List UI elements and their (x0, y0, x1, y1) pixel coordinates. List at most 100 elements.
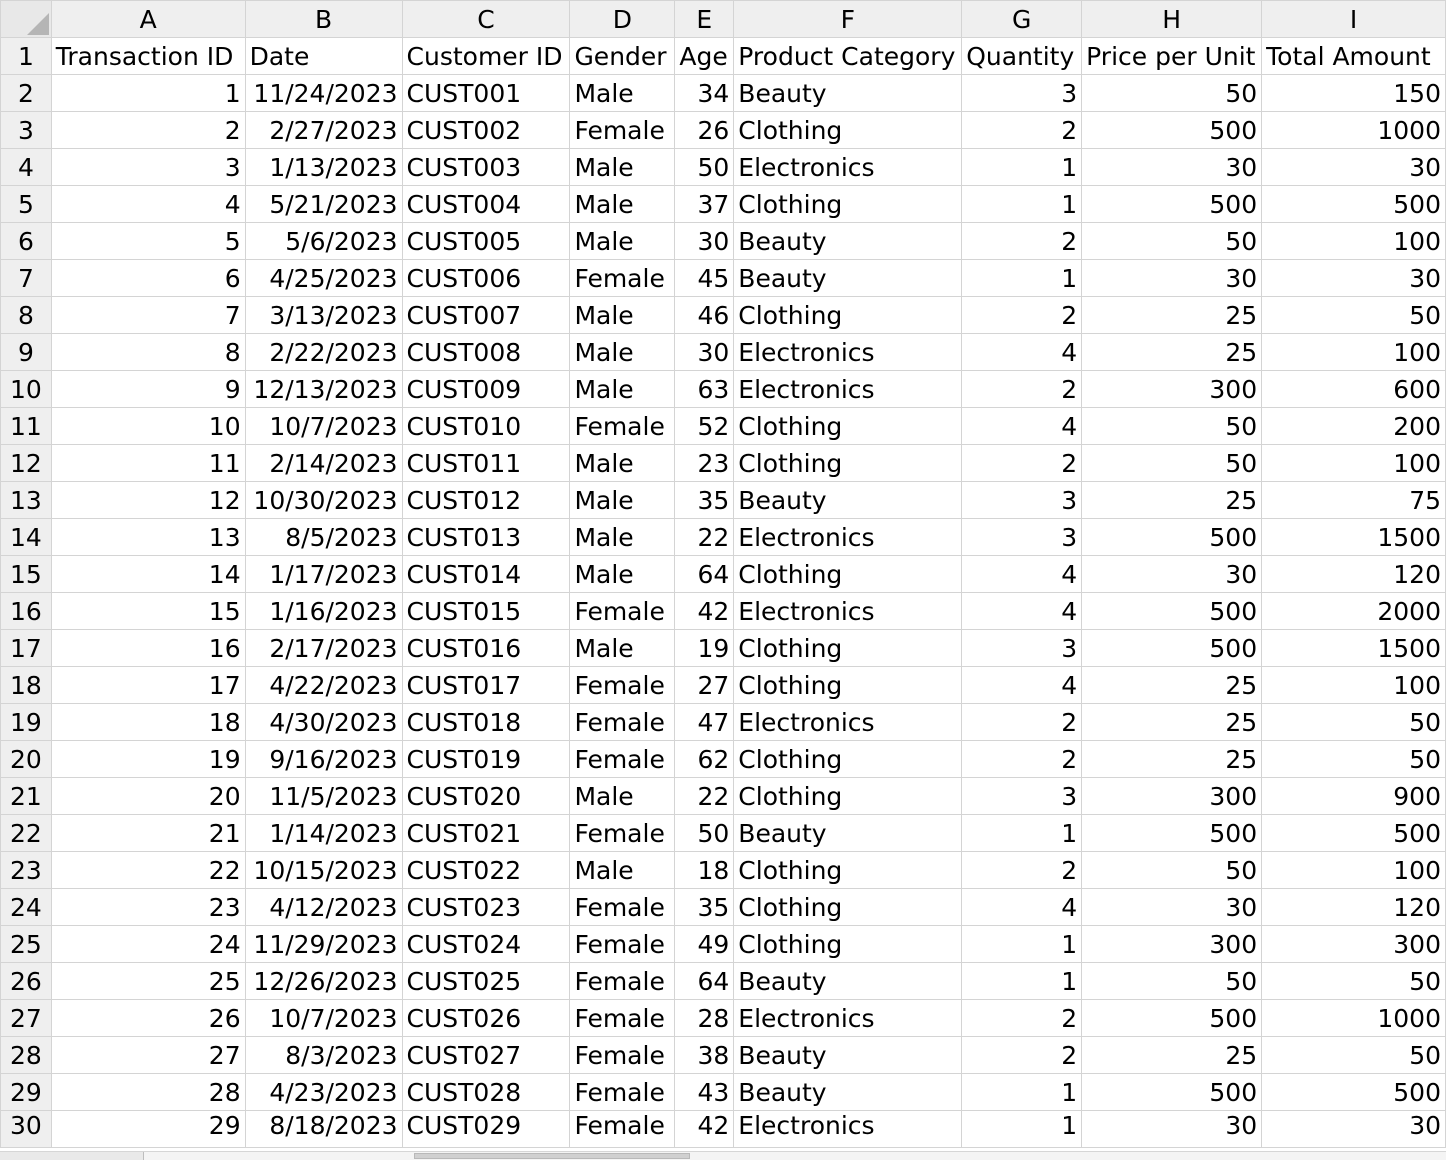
age-cell[interactable]: 35 (674, 888, 735, 926)
column-header-a[interactable]: A (50, 0, 246, 38)
customer-id-cell[interactable]: CUST011 (401, 444, 571, 482)
price-per-unit-cell[interactable]: 500 (1081, 185, 1263, 223)
gender-cell[interactable]: Female (569, 666, 676, 704)
quantity-cell[interactable]: 4 (961, 407, 1083, 445)
horizontal-scrollbar[interactable] (0, 1151, 1446, 1160)
total-amount-cell[interactable]: 1500 (1261, 629, 1446, 667)
row-header[interactable]: 26 (0, 962, 52, 1000)
gender-cell[interactable]: Female (569, 814, 676, 852)
transaction-id-cell[interactable]: 11 (50, 444, 246, 482)
date-cell[interactable]: 9/16/2023 (244, 740, 403, 778)
row-header[interactable]: 18 (0, 666, 52, 704)
quantity-cell[interactable]: 2 (961, 851, 1083, 889)
date-cell[interactable]: 4/25/2023 (244, 259, 403, 297)
date-cell[interactable]: 12/13/2023 (244, 370, 403, 408)
product-category-cell[interactable]: Clothing (733, 888, 963, 926)
customer-id-cell[interactable]: CUST019 (401, 740, 571, 778)
quantity-cell[interactable]: 1 (961, 962, 1083, 1000)
customer-id-cell[interactable]: CUST003 (401, 148, 571, 186)
gender-cell[interactable]: Female (569, 740, 676, 778)
price-per-unit-cell[interactable]: 300 (1081, 777, 1263, 815)
gender-cell[interactable]: Female (569, 1073, 676, 1111)
header-cell[interactable]: Age (674, 37, 735, 75)
gender-cell[interactable]: Female (569, 703, 676, 741)
age-cell[interactable]: 62 (674, 740, 735, 778)
transaction-id-cell[interactable]: 5 (50, 222, 246, 260)
date-cell[interactable]: 10/30/2023 (244, 481, 403, 519)
gender-cell[interactable]: Male (569, 481, 676, 519)
price-per-unit-cell[interactable]: 500 (1081, 814, 1263, 852)
column-header-h[interactable]: H (1081, 0, 1263, 38)
age-cell[interactable]: 50 (674, 148, 735, 186)
product-category-cell[interactable]: Clothing (733, 740, 963, 778)
transaction-id-cell[interactable]: 12 (50, 481, 246, 519)
total-amount-cell[interactable]: 1000 (1261, 999, 1446, 1037)
transaction-id-cell[interactable]: 21 (50, 814, 246, 852)
quantity-cell[interactable]: 4 (961, 666, 1083, 704)
column-header-i[interactable]: I (1261, 0, 1446, 38)
date-cell[interactable]: 10/15/2023 (244, 851, 403, 889)
age-cell[interactable]: 43 (674, 1073, 735, 1111)
quantity-cell[interactable]: 4 (961, 592, 1083, 630)
transaction-id-cell[interactable]: 26 (50, 999, 246, 1037)
product-category-cell[interactable]: Electronics (733, 333, 963, 371)
price-per-unit-cell[interactable]: 500 (1081, 592, 1263, 630)
header-cell[interactable]: Total Amount (1261, 37, 1446, 75)
gender-cell[interactable]: Male (569, 148, 676, 186)
customer-id-cell[interactable]: CUST016 (401, 629, 571, 667)
total-amount-cell[interactable]: 150 (1261, 74, 1446, 112)
price-per-unit-cell[interactable]: 25 (1081, 740, 1263, 778)
age-cell[interactable]: 27 (674, 666, 735, 704)
quantity-cell[interactable]: 1 (961, 925, 1083, 963)
customer-id-cell[interactable]: CUST015 (401, 592, 571, 630)
quantity-cell[interactable]: 1 (961, 1110, 1083, 1148)
gender-cell[interactable]: Female (569, 407, 676, 445)
transaction-id-cell[interactable]: 4 (50, 185, 246, 223)
gender-cell[interactable]: Male (569, 555, 676, 593)
row-header[interactable]: 30 (0, 1110, 52, 1148)
age-cell[interactable]: 50 (674, 814, 735, 852)
price-per-unit-cell[interactable]: 50 (1081, 74, 1263, 112)
customer-id-cell[interactable]: CUST022 (401, 851, 571, 889)
customer-id-cell[interactable]: CUST017 (401, 666, 571, 704)
total-amount-cell[interactable]: 500 (1261, 814, 1446, 852)
price-per-unit-cell[interactable]: 30 (1081, 259, 1263, 297)
transaction-id-cell[interactable]: 20 (50, 777, 246, 815)
product-category-cell[interactable]: Electronics (733, 518, 963, 556)
row-header[interactable]: 23 (0, 851, 52, 889)
total-amount-cell[interactable]: 120 (1261, 888, 1446, 926)
total-amount-cell[interactable]: 600 (1261, 370, 1446, 408)
quantity-cell[interactable]: 2 (961, 370, 1083, 408)
gender-cell[interactable]: Male (569, 296, 676, 334)
age-cell[interactable]: 52 (674, 407, 735, 445)
product-category-cell[interactable]: Electronics (733, 148, 963, 186)
quantity-cell[interactable]: 2 (961, 1036, 1083, 1074)
date-cell[interactable]: 2/14/2023 (244, 444, 403, 482)
age-cell[interactable]: 37 (674, 185, 735, 223)
select-all-corner[interactable] (0, 0, 52, 38)
row-header[interactable]: 27 (0, 999, 52, 1037)
quantity-cell[interactable]: 2 (961, 296, 1083, 334)
price-per-unit-cell[interactable]: 30 (1081, 148, 1263, 186)
total-amount-cell[interactable]: 30 (1261, 259, 1446, 297)
gender-cell[interactable]: Male (569, 333, 676, 371)
transaction-id-cell[interactable]: 24 (50, 925, 246, 963)
product-category-cell[interactable]: Beauty (733, 962, 963, 1000)
row-header[interactable]: 1 (0, 37, 52, 75)
total-amount-cell[interactable]: 2000 (1261, 592, 1446, 630)
price-per-unit-cell[interactable]: 25 (1081, 666, 1263, 704)
customer-id-cell[interactable]: CUST013 (401, 518, 571, 556)
customer-id-cell[interactable]: CUST026 (401, 999, 571, 1037)
date-cell[interactable]: 11/24/2023 (244, 74, 403, 112)
gender-cell[interactable]: Male (569, 444, 676, 482)
age-cell[interactable]: 42 (674, 1110, 735, 1148)
age-cell[interactable]: 49 (674, 925, 735, 963)
product-category-cell[interactable]: Clothing (733, 111, 963, 149)
row-header[interactable]: 22 (0, 814, 52, 852)
quantity-cell[interactable]: 3 (961, 629, 1083, 667)
age-cell[interactable]: 26 (674, 111, 735, 149)
price-per-unit-cell[interactable]: 50 (1081, 407, 1263, 445)
product-category-cell[interactable]: Clothing (733, 555, 963, 593)
gender-cell[interactable]: Female (569, 259, 676, 297)
customer-id-cell[interactable]: CUST007 (401, 296, 571, 334)
